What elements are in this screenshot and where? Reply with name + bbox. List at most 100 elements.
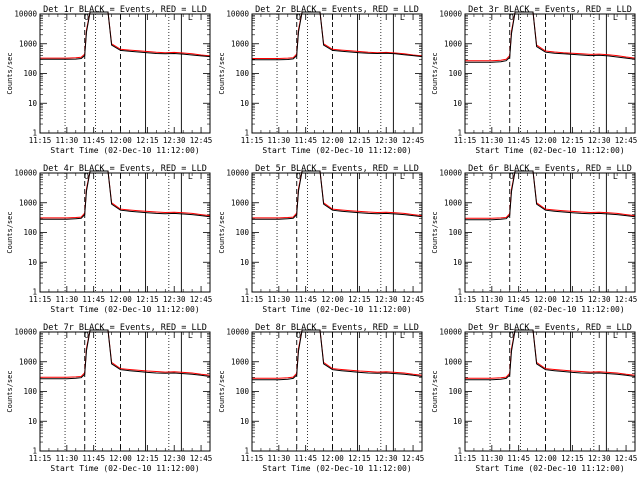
x-tick-label: 11:45	[507, 295, 530, 304]
x-tick-label: 11:45	[507, 136, 530, 145]
y-tick-label: 10000	[439, 10, 462, 19]
x-tick-label: 11:45	[294, 454, 317, 463]
panel-title: Det 5r BLACK = Events, RED = LLD	[255, 164, 419, 174]
x-tick-label: 12:00	[534, 136, 557, 145]
x-tick-label: 12:00	[321, 454, 344, 463]
event-marker-label: L	[188, 13, 193, 22]
x-tick-label: 11:15	[29, 295, 52, 304]
x-tick-label: 12:15	[136, 454, 159, 463]
y-tick-label: 10	[453, 258, 463, 267]
x-tick-label: 11:30	[481, 136, 504, 145]
x-tick-label: 12:15	[136, 136, 159, 145]
y-tick-label: 100	[448, 69, 462, 78]
y-tick-label: 100	[448, 228, 462, 237]
series-group	[252, 170, 422, 220]
y-tick-label: 1000	[231, 357, 250, 366]
y-tick-label: 100	[23, 69, 37, 78]
series-group	[40, 11, 210, 60]
event-marker-label: O	[296, 13, 301, 22]
event-marker-label: O	[509, 172, 514, 181]
panel-title: Det 8r BLACK = Events, RED = LLD	[255, 323, 419, 333]
event-marker-label: O	[509, 13, 514, 22]
x-tick-label: 11:45	[82, 295, 105, 304]
y-axis-label: Counts/sec	[6, 370, 14, 412]
panel-title: Det 7r BLACK = Events, RED = LLD	[43, 323, 207, 333]
x-tick-label: 12:30	[588, 295, 611, 304]
event-marker-label: L	[613, 331, 618, 340]
y-tick-label: 100	[235, 228, 249, 237]
y-tick-label: 10000	[439, 328, 462, 337]
y-tick-label: 1	[457, 288, 462, 297]
detector-panel-8: Det 8r BLACK = Events, RED = LLD Counts/s…	[218, 323, 424, 473]
y-axis-label: Counts/sec	[218, 370, 226, 412]
events-series-line	[465, 170, 635, 221]
x-tick-label: 11:30	[56, 454, 79, 463]
event-marker-label: L	[188, 331, 193, 340]
y-tick-label: 1000	[231, 198, 250, 207]
y-tick-label: 10	[240, 99, 250, 108]
y-tick-label: 100	[235, 387, 249, 396]
x-tick-label: 11:15	[241, 454, 264, 463]
series-group	[40, 329, 210, 380]
event-marker-label: O	[84, 13, 89, 22]
x-axis-label: Start Time (02-Dec-10 11:12:00)	[475, 146, 624, 155]
x-axis-label: Start Time (02-Dec-10 11:12:00)	[50, 305, 199, 314]
y-tick-label: 1	[32, 447, 37, 456]
x-tick-label: 12:15	[561, 136, 584, 145]
y-tick-label: 1000	[19, 357, 38, 366]
x-axis-label: Start Time (02-Dec-10 11:12:00)	[50, 464, 199, 473]
detector-panel-5: Det 5r BLACK = Events, RED = LLD Counts/s…	[218, 164, 424, 314]
panel-title: Det 4r BLACK = Events, RED = LLD	[43, 164, 207, 174]
events-series-line	[40, 170, 210, 220]
plot-frame	[251, 13, 423, 134]
y-tick-label: 1	[457, 447, 462, 456]
x-tick-label: 12:00	[534, 454, 557, 463]
panel-title: Det 9r BLACK = Events, RED = LLD	[468, 323, 632, 333]
detector-panel-9: Det 9r BLACK = Events, RED = LLD Counts/s…	[431, 323, 637, 473]
x-tick-label: 12:30	[588, 454, 611, 463]
x-tick-label: 12:45	[190, 454, 213, 463]
y-tick-label: 1	[32, 129, 37, 138]
x-axis-label: Start Time (02-Dec-10 11:12:00)	[262, 464, 411, 473]
event-marker-label: L	[613, 13, 618, 22]
x-tick-label: 12:45	[190, 295, 213, 304]
x-tick-label: 11:30	[481, 295, 504, 304]
event-marker-label: O	[296, 331, 301, 340]
series-group	[465, 170, 635, 221]
x-tick-label: 11:15	[29, 454, 52, 463]
event-marker-label: L	[400, 13, 405, 22]
panel-title: Det 2r BLACK = Events, RED = LLD	[255, 5, 419, 15]
x-axis-label: Start Time (02-Dec-10 11:12:00)	[50, 146, 199, 155]
events-series-line	[252, 11, 422, 61]
events-series-line	[40, 11, 210, 60]
panel-title: Det 3r BLACK = Events, RED = LLD	[468, 5, 632, 15]
x-tick-label: 12:00	[534, 295, 557, 304]
event-marker-label: L	[613, 172, 618, 181]
detector-panel-6: Det 6r BLACK = Events, RED = LLD Counts/s…	[431, 164, 637, 314]
y-axis-label: Counts/sec	[431, 211, 439, 253]
x-tick-label: 12:45	[402, 454, 425, 463]
x-tick-label: 12:15	[348, 295, 371, 304]
x-tick-label: 11:15	[454, 295, 477, 304]
y-tick-label: 1000	[19, 39, 38, 48]
y-tick-label: 10000	[226, 328, 249, 337]
detector-panel-2: Det 2r BLACK = Events, RED = LLD Counts/s…	[218, 5, 424, 155]
series-group	[252, 11, 422, 61]
y-axis-label: Counts/sec	[431, 52, 439, 94]
plot-frame	[251, 331, 423, 452]
x-tick-label: 12:00	[109, 454, 132, 463]
x-tick-label: 11:30	[268, 295, 291, 304]
x-tick-label: 12:15	[348, 136, 371, 145]
event-marker-label: O	[296, 172, 301, 181]
x-tick-label: 12:30	[163, 454, 186, 463]
event-marker-label: L	[400, 172, 405, 181]
y-tick-label: 1	[244, 129, 249, 138]
detector-panel-4: Det 4r BLACK = Events, RED = LLD Counts/s…	[6, 164, 212, 314]
y-tick-label: 10000	[14, 10, 37, 19]
y-tick-label: 10000	[14, 328, 37, 337]
x-tick-label: 12:45	[190, 136, 213, 145]
x-axis-label: Start Time (02-Dec-10 11:12:00)	[475, 305, 624, 314]
events-series-line	[465, 11, 635, 63]
y-tick-label: 10000	[14, 169, 37, 178]
y-tick-label: 1000	[444, 198, 463, 207]
